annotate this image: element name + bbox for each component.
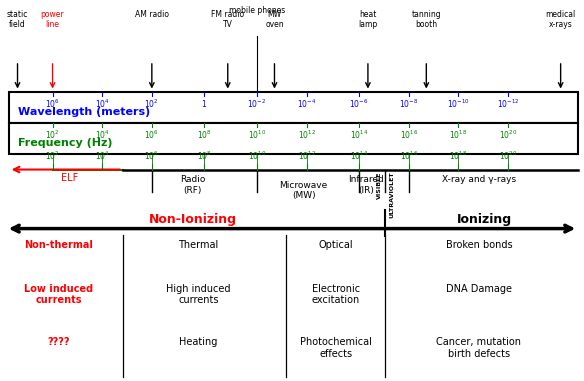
Text: $10^{18}$: $10^{18}$: [449, 129, 468, 141]
Text: Photochemical
effects: Photochemical effects: [300, 337, 372, 359]
Text: tanning
booth: tanning booth: [412, 10, 441, 29]
Text: $10^{-6}$: $10^{-6}$: [349, 98, 369, 110]
Text: Wavelength (meters): Wavelength (meters): [18, 107, 150, 117]
Text: heat
lamp: heat lamp: [359, 10, 377, 29]
Text: $10^{20}$: $10^{20}$: [499, 129, 517, 141]
Text: Electronic
excitation: Electronic excitation: [312, 284, 360, 306]
Text: Radio
(RF): Radio (RF): [180, 175, 206, 195]
Text: MW
oven: MW oven: [265, 10, 284, 29]
Text: Cancer, mutation
birth defects: Cancer, mutation birth defects: [436, 337, 522, 359]
Text: $10^{-10}$: $10^{-10}$: [447, 98, 470, 110]
Text: High induced
currents: High induced currents: [166, 284, 231, 306]
Text: AM radio: AM radio: [135, 10, 169, 19]
Text: $10^{14}$: $10^{14}$: [350, 149, 369, 162]
Text: $10^{6}$: $10^{6}$: [144, 129, 159, 141]
Text: static
field: static field: [7, 10, 28, 29]
Text: $10^{14}$: $10^{14}$: [350, 129, 369, 141]
Text: Non-thermal: Non-thermal: [24, 240, 93, 250]
Text: Non-Ionizing: Non-Ionizing: [149, 213, 237, 226]
Text: Ionizing: Ionizing: [457, 213, 512, 226]
Text: Heating: Heating: [179, 337, 218, 347]
Text: Broken bonds: Broken bonds: [446, 240, 512, 250]
Text: DNA Damage: DNA Damage: [446, 284, 512, 294]
Text: power
line: power line: [41, 10, 64, 29]
Text: $10^{-2}$: $10^{-2}$: [248, 98, 266, 110]
Text: $10^{6}$: $10^{6}$: [45, 98, 60, 110]
Text: $10^{12}$: $10^{12}$: [298, 149, 315, 162]
Text: $10^{-12}$: $10^{-12}$: [497, 98, 519, 110]
Text: $10^{6}$: $10^{6}$: [144, 149, 159, 162]
Text: $10^{-8}$: $10^{-8}$: [399, 98, 419, 110]
Bar: [9, 92, 578, 123]
Text: $10^{2}$: $10^{2}$: [45, 149, 60, 162]
Text: ????: ????: [47, 337, 69, 347]
Text: ELF: ELF: [61, 173, 79, 182]
Text: $1$: $1$: [201, 98, 207, 109]
Bar: [9, 123, 578, 154]
Text: ULTRAVIOLET: ULTRAVIOLET: [390, 171, 394, 218]
Text: $10^{10}$: $10^{10}$: [248, 129, 266, 141]
Text: $10^{20}$: $10^{20}$: [499, 149, 517, 162]
Text: X-ray and γ-rays: X-ray and γ-rays: [442, 175, 516, 184]
Text: medical
x-rays: medical x-rays: [545, 10, 576, 29]
Text: Microwave
(MW): Microwave (MW): [280, 181, 328, 200]
Text: $10^{16}$: $10^{16}$: [399, 129, 418, 141]
Text: Low induced
currents: Low induced currents: [24, 284, 93, 306]
Text: $10^{8}$: $10^{8}$: [197, 129, 212, 141]
Text: $10^{4}$: $10^{4}$: [95, 98, 110, 110]
Text: $10^{2}$: $10^{2}$: [45, 129, 60, 141]
Text: $10^{12}$: $10^{12}$: [298, 129, 315, 141]
Text: $10^{4}$: $10^{4}$: [95, 129, 110, 141]
Text: Frequency (Hz): Frequency (Hz): [18, 138, 112, 148]
Text: $10^{2}$: $10^{2}$: [144, 98, 159, 110]
Text: FM radio
TV: FM radio TV: [211, 10, 244, 29]
Text: $10^{8}$: $10^{8}$: [197, 149, 212, 162]
Text: Optical: Optical: [318, 240, 353, 250]
Text: Infrared
(IR): Infrared (IR): [348, 175, 384, 195]
Text: mobile phones: mobile phones: [229, 6, 285, 15]
Text: VISIBLE: VISIBLE: [377, 171, 381, 199]
Text: $10^{18}$: $10^{18}$: [449, 149, 468, 162]
Text: Thermal: Thermal: [179, 240, 218, 250]
Text: $10^{-4}$: $10^{-4}$: [297, 98, 317, 110]
Text: $10^{16}$: $10^{16}$: [399, 149, 418, 162]
Text: $10^{4}$: $10^{4}$: [95, 149, 110, 162]
Text: $10^{10}$: $10^{10}$: [248, 149, 266, 162]
